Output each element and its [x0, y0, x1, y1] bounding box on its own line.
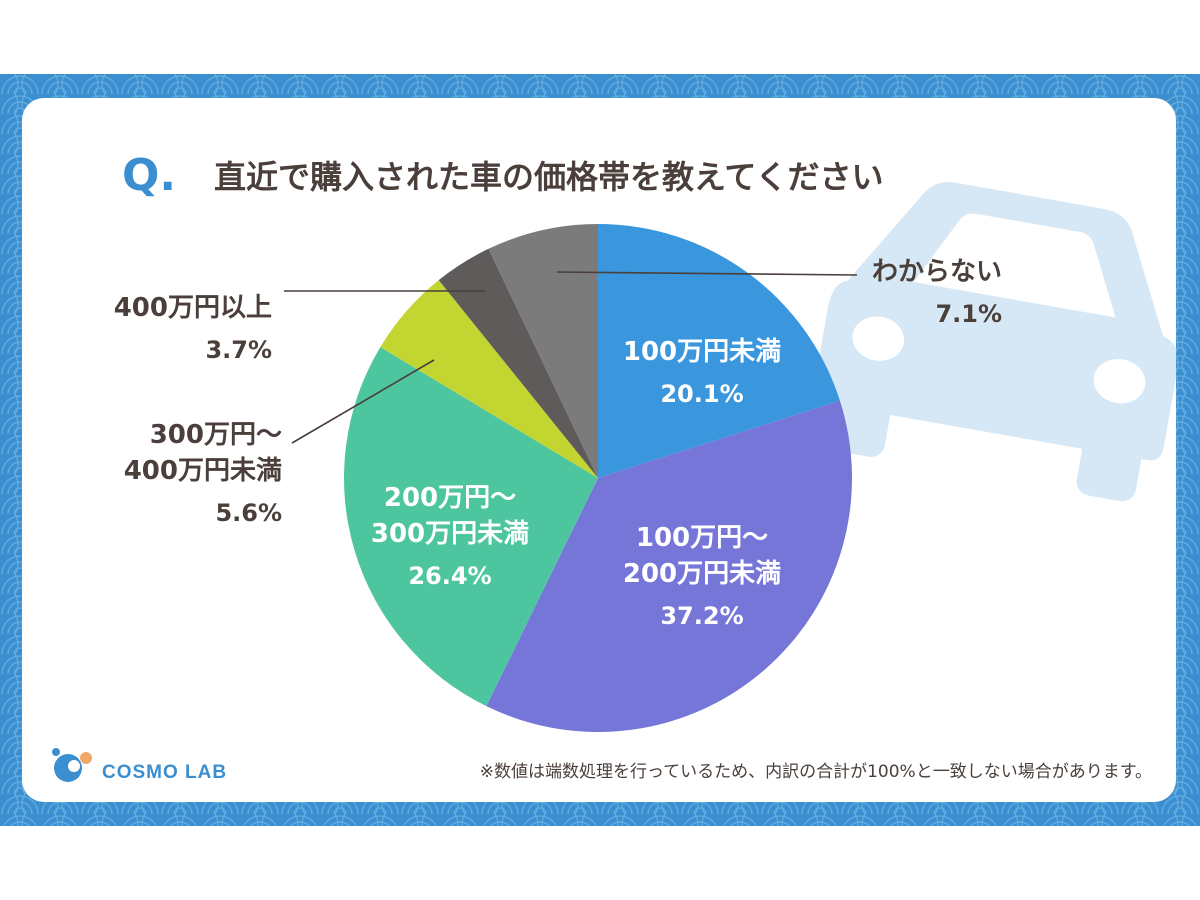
slice-label-3: 300万円〜 400万円未満 5.6%	[124, 420, 282, 527]
slice-label-text: 400万円以上	[114, 293, 272, 323]
pie-chart	[343, 224, 853, 732]
leader-line-3	[291, 359, 435, 444]
slice-label-text: 300万円〜	[150, 420, 282, 450]
slice-value-text: 7.1%	[935, 300, 1002, 328]
slice-label-text: 100万円未満	[623, 337, 781, 367]
pie-slice-0	[598, 224, 840, 478]
slice-label-text: 400万円未満	[124, 456, 282, 486]
slice-label-4: 400万円以上 3.7%	[114, 293, 272, 364]
question-mark-label: Q.	[122, 150, 176, 201]
content-card: Q. 直近で購入された車の価格帯を教えてください 100万円未満 20.1% 100…	[22, 98, 1176, 802]
pie-slice-4	[438, 248, 598, 478]
slice-label-text: 300万円未満	[371, 519, 529, 549]
leader-line-5	[556, 271, 858, 276]
slice-label-text: わからない	[872, 257, 1002, 287]
slice-value-text: 37.2%	[660, 602, 743, 630]
slice-label-0: 100万円未満 20.1%	[623, 337, 781, 408]
slice-label-text: 200万円〜	[384, 483, 516, 513]
slice-label-2: 200万円〜 300万円未満 26.4%	[371, 483, 529, 590]
slice-label-5: わからない 7.1%	[872, 257, 1002, 328]
pie-slice-3	[380, 280, 598, 478]
background-frame: Q. 直近で購入された車の価格帯を教えてください 100万円未満 20.1% 100…	[0, 74, 1200, 826]
logo-text: COSMO LAB	[102, 762, 227, 783]
slice-value-text: 20.1%	[660, 380, 743, 408]
slice-value-text: 3.7%	[205, 336, 272, 364]
cosmo-lab-logo: COSMO LAB	[52, 748, 227, 783]
pie-slice-5	[488, 224, 598, 478]
slice-value-text: 5.6%	[215, 499, 282, 527]
slice-labels: 100万円未満 20.1% 100万円〜 200万円未満 37.2% 200万円〜 300万…	[114, 257, 1002, 630]
chart-title: 直近で購入された車の価格帯を教えてください	[214, 158, 883, 196]
pie-slice-1	[486, 400, 853, 732]
slice-value-text: 26.4%	[408, 562, 491, 590]
leader-lines	[284, 271, 858, 444]
slice-label-text: 200万円未満	[623, 559, 781, 589]
slice-label-text: 100万円〜	[636, 523, 768, 553]
footnote: ※数値は端数処理を行っているため、内訳の合計が100%と一致しない場合があります…	[480, 762, 1152, 782]
pie-slice-2	[343, 347, 598, 707]
chart-canvas: Q. 直近で購入された車の価格帯を教えてください 100万円未満20.1%100…	[52, 150, 1176, 783]
slice-label-1: 100万円〜 200万円未満 37.2%	[623, 523, 781, 630]
